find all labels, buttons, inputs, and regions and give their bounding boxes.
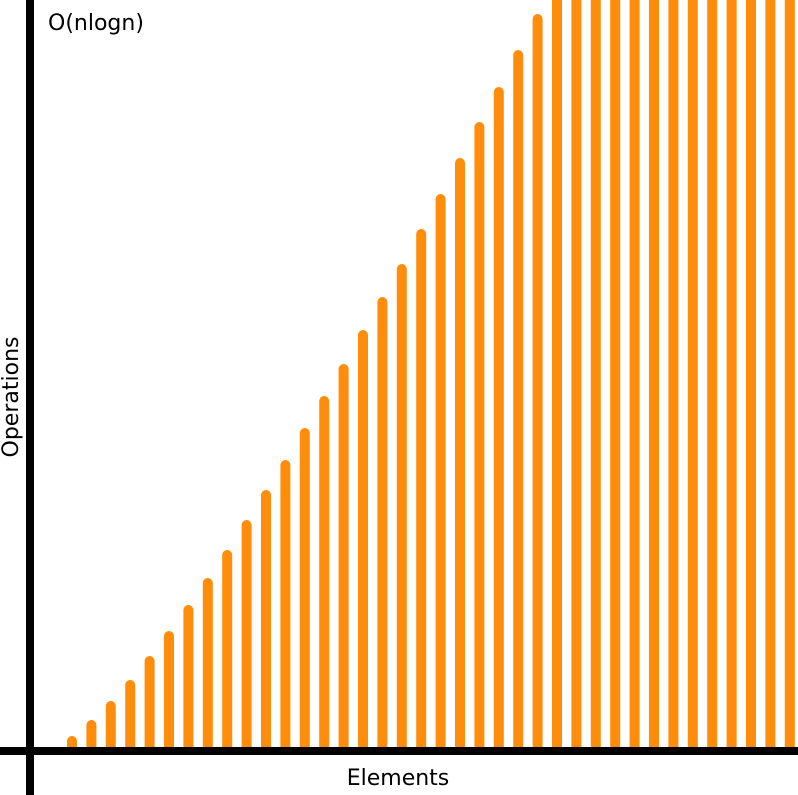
bar	[474, 122, 485, 747]
bar	[183, 605, 194, 747]
bar	[280, 460, 291, 747]
bar	[513, 50, 524, 747]
bar	[455, 158, 465, 747]
bar	[241, 520, 252, 747]
bar	[105, 701, 116, 747]
bar	[784, 0, 795, 747]
bar	[319, 396, 330, 747]
bar	[396, 264, 407, 747]
bar	[765, 0, 776, 747]
bar	[222, 550, 233, 747]
y-axis	[26, 0, 34, 795]
bar	[552, 0, 562, 747]
bar	[261, 490, 271, 747]
bar	[358, 330, 368, 747]
x-axis-label: Elements	[347, 766, 450, 791]
x-axis	[0, 747, 798, 755]
bar	[687, 0, 698, 747]
bar	[571, 0, 582, 747]
bar	[86, 720, 97, 747]
bar	[707, 0, 718, 747]
bar	[299, 428, 310, 747]
bar	[746, 0, 756, 747]
bars	[67, 0, 795, 747]
bar	[125, 680, 136, 747]
chart-title: O(nlogn)	[48, 11, 144, 36]
bar	[144, 656, 155, 747]
bar	[668, 0, 679, 747]
bar	[67, 736, 77, 747]
bar	[649, 0, 659, 747]
bar	[164, 631, 174, 747]
bar	[726, 0, 737, 747]
bar	[377, 297, 388, 747]
bar	[532, 14, 543, 747]
y-axis-label: Operations	[0, 337, 24, 458]
bar	[416, 229, 427, 747]
bar	[610, 0, 621, 747]
bar	[590, 0, 601, 747]
bar	[338, 364, 349, 747]
bar	[202, 578, 213, 747]
bar	[493, 87, 504, 747]
bar	[435, 194, 446, 747]
bar	[629, 0, 640, 747]
